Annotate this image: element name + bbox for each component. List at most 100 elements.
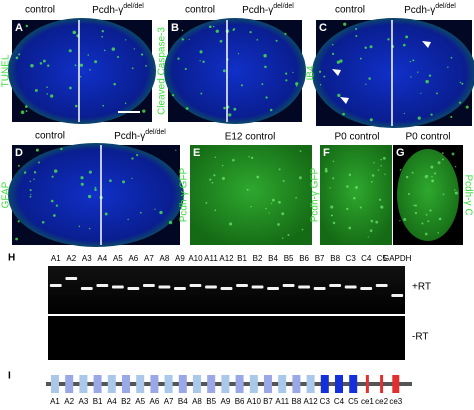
- side-label: TUNEL: [1, 54, 12, 87]
- exon: [51, 375, 59, 393]
- signal: [447, 66, 449, 68]
- lane-label: A5: [113, 254, 123, 263]
- exon: [122, 375, 130, 393]
- signal: [331, 43, 334, 46]
- signal: [373, 162, 375, 164]
- side-label: Pcdh-γ GFP: [179, 167, 190, 222]
- signal: [101, 30, 104, 33]
- signal: [88, 227, 91, 230]
- signal: [271, 198, 275, 202]
- signal: [412, 59, 415, 62]
- lane-label: A3: [82, 254, 92, 263]
- signal: [405, 175, 409, 179]
- signal: [353, 196, 356, 200]
- signal: [74, 104, 78, 108]
- lane-label: A7: [144, 254, 154, 263]
- band: [142, 284, 155, 287]
- exon-label: B8: [292, 397, 302, 406]
- lane-label: B1: [237, 254, 247, 263]
- signal: [378, 198, 382, 201]
- signal: [171, 93, 175, 97]
- exon-label: A6: [150, 397, 160, 406]
- signal: [113, 82, 116, 86]
- signal: [188, 38, 190, 41]
- lane-label: B5: [284, 254, 294, 263]
- signal: [318, 70, 322, 73]
- signal: [94, 186, 97, 189]
- signal: [17, 164, 20, 167]
- signal: [33, 178, 35, 180]
- band: [80, 287, 93, 290]
- signal: [38, 161, 41, 164]
- rt-label: +RT: [412, 282, 431, 293]
- signal: [430, 113, 433, 116]
- signal: [359, 206, 362, 209]
- lane-label: A4: [97, 254, 107, 263]
- signal: [72, 30, 77, 35]
- signal: [232, 28, 235, 32]
- exon-label: A7: [164, 397, 174, 406]
- signal: [42, 59, 46, 63]
- panel-letter: H: [8, 253, 15, 264]
- signal: [87, 54, 89, 56]
- signal: [202, 60, 205, 64]
- signal: [465, 105, 469, 109]
- signal: [371, 174, 375, 177]
- tissue: [164, 18, 306, 124]
- band: [282, 284, 295, 287]
- signal: [450, 115, 453, 118]
- band: [49, 284, 62, 287]
- signal: [154, 208, 156, 210]
- panel-letter: F: [323, 147, 330, 159]
- micrograph: [190, 145, 312, 245]
- signal: [298, 176, 302, 180]
- signal: [451, 152, 455, 156]
- signal: [233, 107, 237, 111]
- signal: [177, 57, 180, 60]
- band: [174, 287, 186, 290]
- signal: [265, 207, 267, 210]
- side-label: IB4: [306, 65, 317, 80]
- exon-label: A2: [64, 397, 74, 406]
- signal: [387, 38, 390, 41]
- signal: [454, 191, 458, 195]
- band: [205, 285, 217, 289]
- exon: [207, 375, 216, 393]
- exon-label: B7: [263, 397, 273, 406]
- signal: [427, 220, 430, 223]
- signal: [51, 175, 54, 178]
- exon: [178, 375, 187, 393]
- signal: [261, 83, 264, 86]
- exon: [335, 375, 343, 393]
- signal: [331, 214, 333, 217]
- signal: [369, 118, 373, 122]
- signal: [29, 180, 31, 183]
- signal: [181, 29, 184, 32]
- band: [65, 277, 78, 280]
- signal: [369, 229, 373, 233]
- signal: [264, 65, 267, 69]
- panel-letter: A: [15, 22, 23, 34]
- exon: [136, 375, 145, 393]
- tissue: [312, 18, 474, 128]
- signal: [434, 172, 437, 175]
- signal: [301, 228, 304, 231]
- signal: [370, 180, 373, 183]
- signal: [78, 225, 81, 228]
- signal: [355, 185, 358, 189]
- signal: [285, 79, 288, 82]
- signal: [29, 189, 32, 192]
- signal: [437, 231, 440, 234]
- signal: [364, 46, 367, 50]
- signal: [199, 60, 201, 62]
- exon-label: B2: [121, 397, 131, 406]
- signal: [403, 112, 406, 115]
- title-sup: del/del: [145, 129, 166, 136]
- signal: [295, 196, 297, 199]
- signal: [181, 38, 184, 41]
- signal: [131, 67, 134, 70]
- left-title: control: [335, 5, 365, 16]
- signal: [346, 207, 349, 211]
- signal: [215, 29, 219, 33]
